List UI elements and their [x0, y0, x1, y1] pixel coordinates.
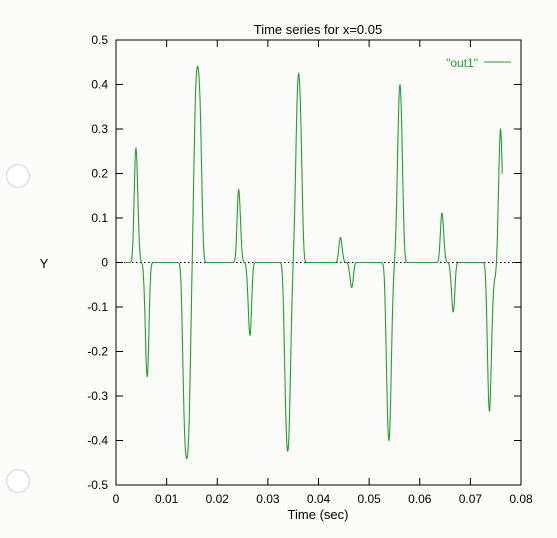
positive-peak-point	[295, 63, 297, 65]
y-tick-label: -0.3	[87, 389, 108, 403]
punch-hole-bottom	[6, 469, 30, 493]
series-line-out1	[126, 65, 503, 460]
negative-peak-point	[289, 460, 291, 462]
y-tick-label: -0.1	[87, 300, 108, 314]
punch-hole-top	[6, 164, 30, 188]
y-tick-label: 0	[101, 256, 108, 270]
positive-peak-point	[496, 79, 498, 81]
negative-peak-point	[447, 460, 449, 462]
x-axis-label: Time (sec)	[288, 507, 349, 522]
y-tick-label: -0.4	[87, 434, 108, 448]
positive-peak-point	[396, 63, 398, 65]
positive-peak-point	[345, 63, 347, 65]
x-tick-label: 0.03	[256, 492, 280, 506]
y-tick-label: 0.5	[91, 33, 108, 47]
series-group	[126, 65, 503, 460]
negative-peak-point	[244, 460, 246, 462]
y-axis-label: Y	[40, 256, 49, 271]
negative-peak-point	[345, 460, 347, 462]
chart-title: Time series for x=0.05	[254, 22, 382, 37]
y-tick-label: -0.2	[87, 345, 108, 359]
x-tick-label: 0.07	[459, 492, 483, 506]
positive-peak-point	[195, 63, 197, 65]
legend-label-out1: "out1"	[446, 56, 478, 70]
negative-peak-point	[142, 460, 144, 462]
negative-peak-point	[187, 460, 189, 462]
y-tick-label: -0.5	[87, 478, 108, 492]
y-tick-label: 0.1	[91, 211, 108, 225]
x-tick-label: 0	[113, 492, 120, 506]
axis-ticks	[115, 39, 522, 486]
y-tick-label: 0.2	[91, 167, 108, 181]
x-tick-label: 0.01	[155, 492, 179, 506]
tick-labels: 0 0.01 0.02 0.03 0.04 0.05 0.06 0.07 0.08 -0.5 -0.…	[87, 33, 533, 506]
y-tick-label: 0.3	[91, 122, 108, 136]
x-tick-label: 0.05	[357, 492, 381, 506]
positive-peak-point	[243, 63, 245, 65]
negative-peak-point	[492, 460, 494, 462]
x-tick-label: 0.08	[509, 492, 533, 506]
y-tick-label: 0.4	[91, 78, 108, 92]
positive-peak-point	[139, 63, 141, 65]
x-tick-label: 0.02	[206, 492, 230, 506]
legend: "out1"	[446, 56, 511, 70]
x-tick-label: 0.04	[307, 492, 331, 506]
negative-peak-point	[391, 460, 393, 462]
x-tick-label: 0.06	[408, 492, 432, 506]
